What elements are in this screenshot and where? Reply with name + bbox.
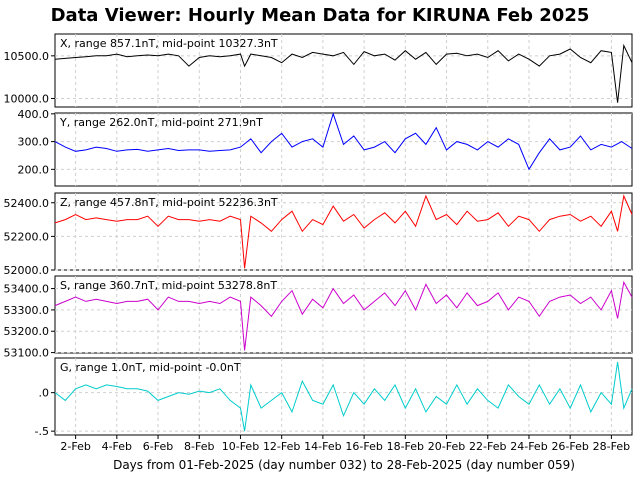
panel-g: -.5 .0 G, range 1.0nT, mid-point -0.0nT	[35, 357, 633, 438]
y-tick-label: -.5	[35, 425, 49, 438]
panel-label: Y, range 262.0nT, mid-point 271.9nT	[59, 116, 263, 129]
panel-label: X, range 857.1nT, mid-point 10327.3nT	[60, 37, 278, 50]
series-line-y	[54, 112, 633, 171]
panel-s: 53100.0 53200.0 53300.0 53400.0 S, range 360…	[4, 275, 633, 360]
panel-frame	[54, 357, 633, 436]
x-axis-title: Days from 01-Feb-2025 (day number 032) t…	[113, 458, 575, 472]
series-line-x	[54, 43, 633, 103]
x-tick-label: 12-Feb	[263, 440, 300, 453]
x-tick-label: 4-Feb	[102, 440, 132, 453]
panel-label: Z, range 457.8nT, mid-point 52236.3nT	[60, 196, 278, 209]
panel-frame	[54, 33, 633, 108]
y-tick-label: 52000.0	[4, 264, 50, 277]
panels-group: 10000.0 10500.0 X, range 857.1nT, mid-poin…	[4, 33, 633, 438]
panel-z: 52000.0 52200.0 52400.0 Z, range 457.8nT, m…	[4, 192, 633, 277]
chart-title: Data Viewer: Hourly Mean Data for KIRUNA…	[51, 5, 590, 26]
y-tick-label: 52400.0	[4, 197, 50, 210]
y-tick-label: 300.0	[18, 136, 50, 149]
x-tick-label: 22-Feb	[469, 440, 506, 453]
panel-x: 10000.0 10500.0 X, range 857.1nT, mid-poin…	[4, 33, 633, 108]
x-tick-label: 24-Feb	[510, 440, 547, 453]
series-line-s	[54, 280, 633, 351]
y-tick-label: 53300.0	[4, 304, 50, 317]
y-tick-label: 200.0	[18, 163, 50, 176]
panel-frame	[54, 112, 633, 187]
y-tick-label: 10500.0	[4, 50, 50, 63]
y-tick-label: .0	[39, 387, 50, 400]
x-tick-label: 8-Feb	[184, 440, 214, 453]
x-tick-label: 6-Feb	[143, 440, 173, 453]
x-tick-label: 2-Feb	[60, 440, 90, 453]
x-tick-label: 26-Feb	[551, 440, 588, 453]
panel-label: S, range 360.7nT, mid-point 53278.8nT	[60, 279, 277, 292]
panel-label: G, range 1.0nT, mid-point -0.0nT	[60, 361, 241, 374]
x-axis-ticks: 2-Feb 4-Feb 6-Feb 8-Feb 10-Feb 12-Feb 14-Feb 16…	[60, 435, 630, 453]
y-tick-label: 53400.0	[4, 283, 50, 296]
y-tick-label: 400.0	[18, 108, 50, 121]
panel-frame	[54, 192, 633, 271]
x-tick-label: 16-Feb	[345, 440, 382, 453]
y-tick-label: 52200.0	[4, 230, 50, 243]
x-tick-label: 20-Feb	[428, 440, 465, 453]
y-tick-label: 53200.0	[4, 325, 50, 338]
x-tick-label: 18-Feb	[387, 440, 424, 453]
x-tick-label: 14-Feb	[304, 440, 341, 453]
series-line-z	[54, 194, 633, 269]
x-tick-label: 10-Feb	[222, 440, 259, 453]
series-line-g	[54, 361, 633, 432]
x-tick-label: 28-Feb	[593, 440, 630, 453]
panel-y: 200.0 300.0 400.0 Y, range 262.0nT, mid-poi…	[18, 108, 633, 187]
y-tick-label: 53100.0	[4, 347, 50, 360]
y-tick-label: 10000.0	[4, 92, 50, 105]
